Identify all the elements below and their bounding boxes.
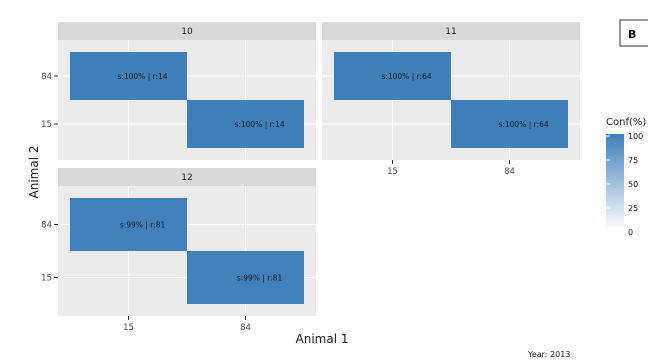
x-tick-label: 84: [504, 167, 515, 177]
facet-panels: 10 s:100% | r:14 s:100% | r:14 11 s:100% | r…: [58, 22, 580, 316]
cell-label: s:99% | r:81: [120, 221, 166, 230]
legend-tick-label: 100: [628, 132, 643, 141]
cell-label: s:100% | r:64: [381, 72, 431, 81]
y-tick-label: 84: [41, 221, 52, 231]
facet-panel-12: 12 s:99% | r:81 s:99% | r:81: [58, 168, 316, 316]
facet-strip-label: 10: [181, 27, 193, 37]
figure-caption: Year: 2013: [527, 350, 570, 359]
y-tick-label: 15: [41, 274, 52, 284]
y-axis-title: Animal 2: [27, 146, 41, 199]
panel-letter: B: [628, 28, 636, 41]
x-tick-label: 84: [240, 323, 251, 333]
legend-tick-label: 50: [628, 180, 638, 189]
legend-tick-label: 25: [628, 204, 638, 213]
facet-strip: [58, 168, 316, 186]
heatmap-cell: [187, 251, 304, 304]
facet-panel-10: 10 s:100% | r:14 s:100% | r:14: [58, 22, 316, 160]
legend-tick-label: 0: [628, 228, 633, 237]
heatmap-cell: [451, 100, 568, 148]
heatmap-cell: [187, 100, 304, 148]
x-tick-label: 15: [387, 167, 398, 177]
cell-label: s:100% | r:64: [498, 120, 548, 129]
cell-label: s:100% | r:14: [234, 120, 284, 129]
y-tick-label: 15: [41, 120, 52, 130]
heatmap-cell: [70, 52, 187, 100]
facet-strip-label: 11: [445, 27, 456, 37]
color-legend: Conf(%) 100 75 50 25 0: [606, 117, 646, 237]
panel-letter-box: [619, 19, 648, 47]
legend-ticks: 100 75 50 25 0: [606, 132, 643, 237]
cell-label: s:100% | r:14: [117, 72, 167, 81]
legend-tick-label: 75: [628, 156, 638, 165]
legend-title: Conf(%): [606, 117, 646, 128]
y-tick-label: 84: [41, 72, 52, 82]
heatmap-cell: [70, 198, 187, 251]
legend-colorbar: [606, 134, 624, 230]
facet-strip: [58, 22, 316, 40]
x-tick-label: 15: [123, 323, 134, 333]
x-axis-title: Animal 1: [296, 332, 349, 346]
cell-label: s:99% | r:81: [237, 274, 283, 283]
facet-strip: [322, 22, 580, 40]
facet-strip-label: 12: [181, 173, 192, 183]
shared-axes: 84 15 15 84 84 15 15 84: [41, 72, 515, 333]
heatmap-cell: [334, 52, 451, 100]
facet-panel-11: 11 s:100% | r:64 s:100% | r:64: [322, 22, 580, 160]
